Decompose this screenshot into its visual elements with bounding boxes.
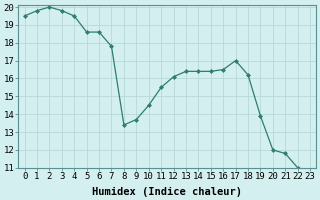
X-axis label: Humidex (Indice chaleur): Humidex (Indice chaleur) — [92, 186, 242, 197]
